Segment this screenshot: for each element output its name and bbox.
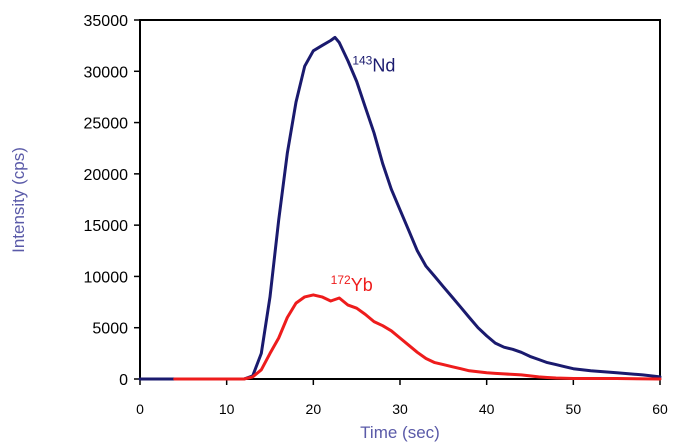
series-label-element: Nd	[372, 55, 395, 75]
series-line-nd	[138, 35, 662, 381]
x-tick-label: 60	[652, 401, 668, 417]
y-axis-ticks: 0 5000 10000 15000 20000 25000 30000 35000	[84, 13, 140, 389]
y-tick-label: 10000	[84, 269, 129, 286]
y-tick-label: 0	[119, 372, 128, 389]
y-tick-label: 35000	[84, 13, 129, 30]
series-label-nd: 143Nd	[352, 53, 395, 75]
x-tick-label: 20	[306, 401, 322, 417]
plot-frame	[139, 19, 661, 380]
series-label-element: Yb	[351, 275, 373, 295]
series-label-isotope-number: 143	[352, 53, 372, 67]
y-axis-title: Intensity (cps)	[9, 147, 28, 253]
y-tick-label: 20000	[84, 167, 129, 184]
x-axis-title: Time (sec)	[360, 423, 440, 442]
x-tick-label: 0	[136, 401, 144, 417]
plot-border	[139, 19, 661, 380]
y-tick-label: 25000	[84, 116, 129, 133]
series-lines	[138, 35, 662, 381]
y-tick-label: 5000	[92, 321, 128, 338]
x-axis-ticks: 0 10 20 30 40 50 60	[136, 379, 668, 417]
y-tick-label: 30000	[84, 64, 129, 81]
series-label-isotope-number: 172	[331, 273, 351, 287]
series-labels: 143Nd 172Yb	[331, 53, 396, 295]
series-label-yb: 172Yb	[331, 273, 373, 295]
series-line-yb	[173, 293, 662, 381]
y-tick-label: 15000	[84, 218, 129, 235]
x-tick-label: 40	[479, 401, 495, 417]
x-tick-label: 30	[392, 401, 408, 417]
x-tick-label: 10	[219, 401, 235, 417]
x-tick-label: 50	[566, 401, 582, 417]
